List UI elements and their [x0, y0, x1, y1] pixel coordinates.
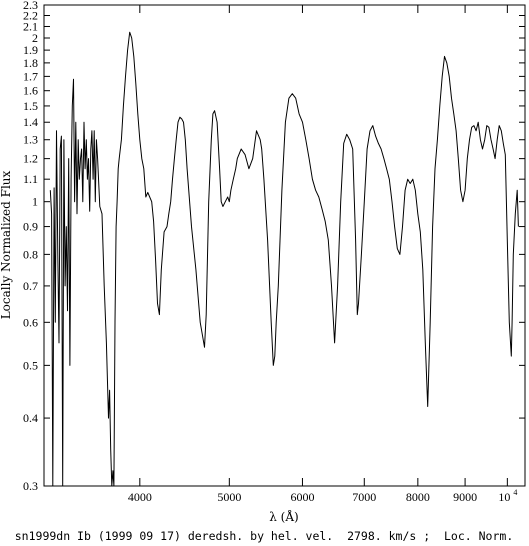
y-tick-label: 1.5	[23, 99, 38, 113]
y-axis-ticks: 0.3 0.4 0.5 0.6 0.7 0.8 0.9 1 1.1 1.2 1.3 1.4 1.51.6…	[23, 0, 525, 493]
x-tick-label: 6000	[290, 490, 314, 504]
y-tick-label: 2.1	[23, 19, 38, 33]
x-axis-ticks: 4000 5000 6000 7000 8000 9000 10 4	[128, 5, 517, 504]
y-tick-label: 0.3	[23, 479, 38, 493]
y-tick-label: 0.5	[23, 358, 38, 372]
plot-frame	[43, 4, 526, 487]
y-tick-label: 1	[32, 195, 38, 209]
x-tick-label: 4000	[128, 490, 152, 504]
x-tick-label: 5000	[217, 490, 241, 504]
chart-caption: sn1999dn Ib (1999 09 17) deredsh. by hel…	[15, 529, 514, 543]
x-tick-label-exponent: 4	[513, 488, 517, 497]
y-tick-label: 1.6	[23, 84, 38, 98]
y-tick-label: 0.6	[23, 315, 38, 329]
y-tick-label: 1.2	[23, 152, 38, 166]
x-tick-label: 8000	[406, 490, 430, 504]
spectrum-line	[49, 31, 519, 487]
x-tick-label: 7000	[352, 490, 376, 504]
x-tick-label: 9000	[453, 490, 477, 504]
y-tick-label: 1.9	[23, 43, 38, 57]
y-tick-label: 2.2	[23, 8, 38, 22]
y-axis-label: Locally Normalized Flux	[0, 170, 13, 319]
y-tick-label: 1.3	[23, 133, 38, 147]
y-tick-label: 1.7	[23, 69, 38, 83]
y-tick-label: 0.7	[23, 279, 38, 293]
y-tick-label: 1.8	[23, 56, 38, 70]
y-tick-label: 0.8	[23, 247, 38, 261]
x-axis-label: λ (Å)	[269, 509, 298, 524]
y-tick-label: 1.1	[23, 172, 38, 186]
y-tick-label: 2	[32, 31, 38, 45]
y-tick-label: 1.4	[23, 115, 38, 129]
y-tick-label: 0.4	[23, 411, 38, 425]
y-tick-label: 2.3	[23, 0, 38, 12]
y-tick-label: 0.9	[23, 220, 38, 234]
x-tick-label-power: 10	[498, 490, 510, 504]
